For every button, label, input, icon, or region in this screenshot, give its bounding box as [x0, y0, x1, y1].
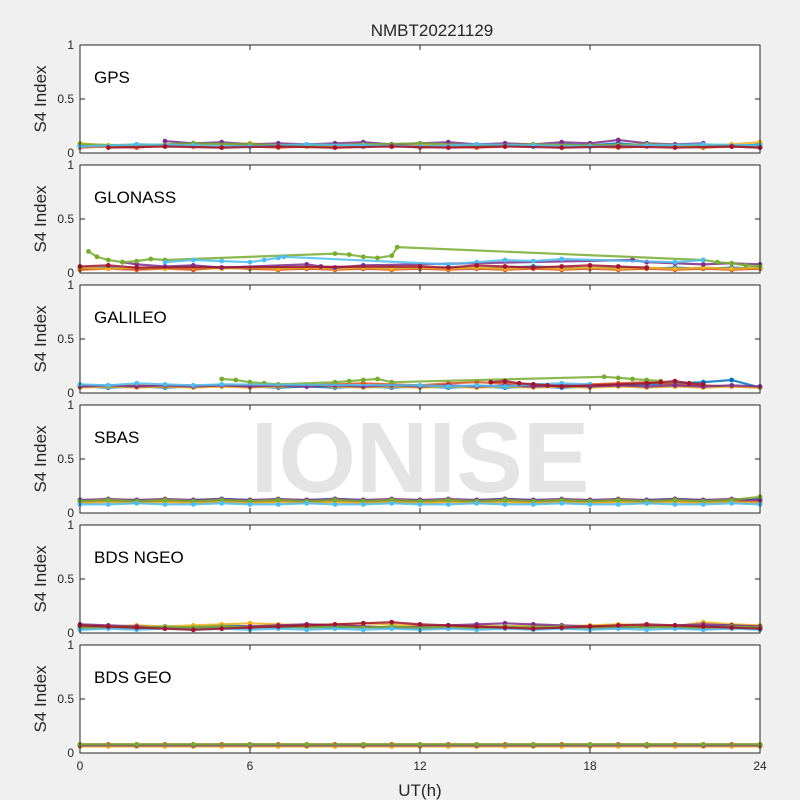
y-tick-label: 0.5 — [57, 212, 74, 226]
x-axis-ticks: 0 6 12 18 24 — [77, 759, 767, 773]
series-trace — [79, 264, 647, 269]
y-tick-label: 0.5 — [57, 92, 74, 106]
y-tick-label: 0.5 — [57, 332, 74, 346]
panel-label: GPS — [94, 68, 130, 87]
panel-4: 0 0.5 1 S4 Index BDS NGEO — [31, 518, 763, 640]
x-tick-label: 24 — [753, 759, 767, 773]
panel-background — [80, 405, 760, 513]
panel-background — [80, 285, 760, 393]
panel-background — [80, 525, 760, 633]
y-tick-label: 1 — [67, 518, 74, 532]
panel-2: 0 0.5 1 S4 Index GALILEO — [31, 278, 763, 400]
x-tick-label: 6 — [247, 759, 254, 773]
series-trace — [87, 246, 761, 268]
y-tick-label: 0.5 — [57, 692, 74, 706]
y-axis-label: S4 Index — [31, 425, 50, 493]
panel-1: 0 0.5 1 S4 Index GLONASS — [31, 158, 763, 280]
y-axis-label: S4 Index — [31, 545, 50, 613]
y-tick-label: 1 — [67, 38, 74, 52]
series-trace — [221, 375, 661, 386]
panel-background — [80, 645, 760, 753]
panel-3: 0 0.5 1 S4 Index SBAS — [31, 398, 763, 520]
watermark-text: IONISE — [251, 402, 590, 514]
panel-background — [80, 45, 760, 153]
y-axis-label: S4 Index — [31, 185, 50, 253]
panel-0: 0 0.5 1 S4 Index GPS — [31, 38, 763, 160]
x-tick-label: 12 — [413, 759, 427, 773]
panel-5: 0 0.5 1 S4 Index BDS GEO — [31, 638, 763, 760]
y-axis-label: S4 Index — [31, 665, 50, 733]
y-tick-label: 1 — [67, 398, 74, 412]
x-tick-label: 0 — [77, 759, 84, 773]
panel-label: BDS GEO — [94, 668, 171, 687]
figure-title: NMBT20221129 — [371, 21, 494, 40]
y-tick-label: 0 — [67, 266, 74, 280]
panel-label: SBAS — [94, 428, 139, 447]
series-trace — [490, 380, 704, 388]
y-tick-label: 0.5 — [57, 572, 74, 586]
panel-background — [80, 165, 760, 273]
panel-label: GLONASS — [94, 188, 176, 207]
y-axis-label: S4 Index — [31, 65, 50, 133]
series-trace — [108, 145, 761, 149]
panel-label: BDS NGEO — [94, 548, 184, 567]
panel-label: GALILEO — [94, 308, 167, 327]
y-tick-label: 0 — [67, 386, 74, 400]
x-axis-label: UT(h) — [398, 781, 441, 800]
y-tick-label: 0 — [67, 506, 74, 520]
series-trace — [79, 621, 761, 631]
series-trace — [80, 502, 761, 506]
y-tick-label: 1 — [67, 158, 74, 172]
y-tick-label: 1 — [67, 638, 74, 652]
series-trace — [164, 255, 704, 266]
y-tick-label: 0.5 — [57, 452, 74, 466]
panels-group: 0 0.5 1 S4 Index GPS 0 0.5 1 S4 Index GLONASS 0 0.5… — [31, 38, 763, 760]
y-tick-label: 0 — [67, 746, 74, 760]
y-axis-label: S4 Index — [31, 305, 50, 373]
y-tick-label: 0 — [67, 146, 74, 160]
y-tick-label: 0 — [67, 626, 74, 640]
y-tick-label: 1 — [67, 278, 74, 292]
x-tick-label: 18 — [583, 759, 597, 773]
